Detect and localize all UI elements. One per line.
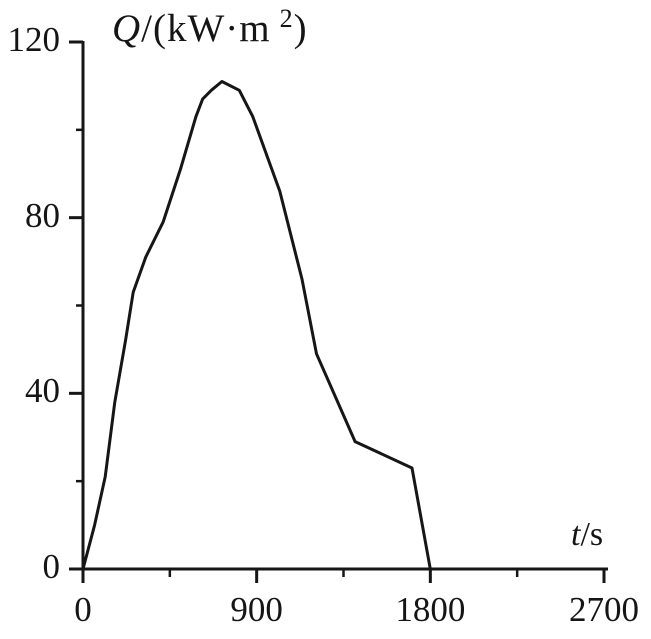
y-axis-units: /(kW·m <box>141 7 271 50</box>
x-tick-label-0: 0 <box>74 590 92 629</box>
x-tick-label-2700: 2700 <box>569 590 639 629</box>
y-tick-label-0: 0 <box>42 547 61 586</box>
x-tick-label-1800: 1800 <box>395 590 466 629</box>
y-axis-title: Q/(kW·m 2) <box>112 4 308 51</box>
x-axis-variable: t <box>571 516 581 553</box>
y-tick-label-120: 120 <box>7 20 61 59</box>
x-axis-title: t/s <box>571 516 603 554</box>
y-tick-label-80: 80 <box>25 195 60 235</box>
heat-flux-curve <box>81 80 432 571</box>
x-axis-units: /s <box>580 516 604 553</box>
y-axis-exponent: 2 <box>279 4 294 33</box>
x-tick-label-900: 900 <box>230 590 283 629</box>
y-axis-units-close: ) <box>293 7 308 50</box>
y-tick-label-40: 40 <box>25 371 60 411</box>
y-axis-variable: Q <box>112 7 142 50</box>
